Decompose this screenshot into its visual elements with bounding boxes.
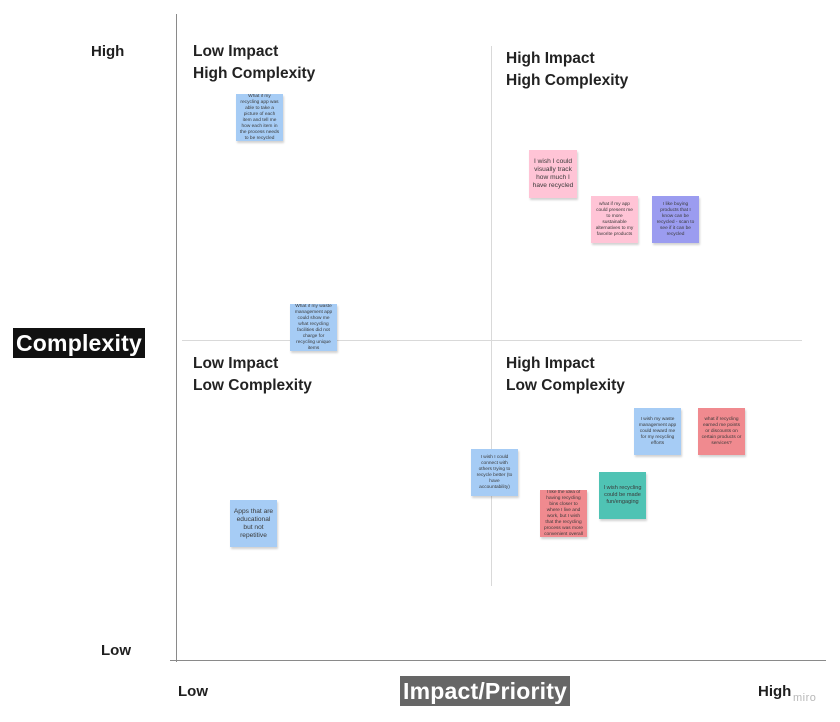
y-axis-low-label: Low bbox=[101, 642, 131, 659]
sticky-note[interactable]: I like buying products that I know can b… bbox=[652, 196, 699, 243]
sticky-note[interactable]: I wish I could connect with others tryin… bbox=[471, 449, 518, 496]
sticky-note[interactable]: What if my recycling app was able to tak… bbox=[236, 94, 283, 141]
sticky-note[interactable]: what if recycling earned me points or di… bbox=[698, 408, 745, 455]
horizontal-divider bbox=[182, 340, 802, 341]
miro-watermark: miro bbox=[793, 692, 817, 704]
sticky-note[interactable]: I wish my waste management app could rew… bbox=[634, 408, 681, 455]
quadrant-label-top-right: High Impact High Complexity bbox=[506, 50, 629, 89]
vertical-divider bbox=[491, 46, 492, 586]
x-axis-low-label: Low bbox=[178, 683, 208, 700]
sticky-note[interactable]: what if my app could present me to more … bbox=[591, 196, 638, 243]
x-axis-high-label: High bbox=[758, 683, 792, 700]
quadrant-label-bottom-left: Low Impact Low Complexity bbox=[193, 355, 312, 394]
sticky-note[interactable]: I wish I could visually track how much I… bbox=[529, 150, 577, 198]
sticky-note[interactable]: I wish recycling could be made fun/engag… bbox=[599, 472, 646, 519]
quadrant-label-bottom-right: High Impact Low Complexity bbox=[506, 355, 625, 394]
y-axis-title: Complexity bbox=[13, 328, 145, 358]
sticky-note[interactable]: I like the idea of having recycling bins… bbox=[540, 490, 587, 537]
sticky-note[interactable]: What if my waste management app could sh… bbox=[290, 304, 337, 351]
y-axis-high-label: High bbox=[91, 43, 125, 60]
x-axis-line bbox=[170, 660, 826, 661]
y-axis-line bbox=[176, 14, 177, 662]
quadrant-label-top-left: Low Impact High Complexity bbox=[193, 43, 316, 82]
x-axis-title: Impact/Priority bbox=[400, 676, 571, 706]
sticky-note[interactable]: Apps that are educational but not repeti… bbox=[230, 500, 277, 547]
